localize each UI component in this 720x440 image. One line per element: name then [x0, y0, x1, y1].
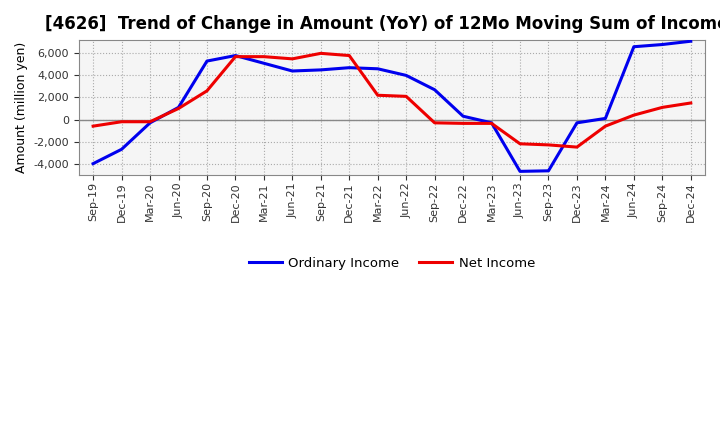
- Net Income: [231, 54, 240, 59]
- Ordinary Income: [288, 68, 297, 73]
- Net Income: [516, 141, 524, 147]
- Net Income: [174, 106, 183, 111]
- Ordinary Income: [544, 168, 553, 173]
- Net Income: [402, 94, 410, 99]
- Net Income: [487, 121, 496, 126]
- Net Income: [658, 105, 667, 110]
- Ordinary Income: [629, 44, 638, 49]
- Net Income: [89, 124, 97, 129]
- Net Income: [431, 120, 439, 125]
- Net Income: [686, 100, 695, 106]
- Line: Net Income: Net Income: [93, 53, 690, 147]
- Ordinary Income: [260, 61, 269, 66]
- Ordinary Income: [686, 39, 695, 44]
- Ordinary Income: [174, 105, 183, 110]
- Net Income: [145, 119, 154, 125]
- Net Income: [629, 113, 638, 118]
- Legend: Ordinary Income, Net Income: Ordinary Income, Net Income: [243, 251, 541, 275]
- Ordinary Income: [431, 87, 439, 92]
- Ordinary Income: [89, 161, 97, 166]
- Line: Ordinary Income: Ordinary Income: [93, 41, 690, 171]
- Net Income: [459, 121, 467, 126]
- Ordinary Income: [658, 42, 667, 47]
- Net Income: [374, 92, 382, 98]
- Net Income: [260, 54, 269, 59]
- Net Income: [601, 124, 610, 129]
- Net Income: [317, 51, 325, 56]
- Ordinary Income: [117, 147, 126, 152]
- Ordinary Income: [402, 73, 410, 78]
- Ordinary Income: [601, 116, 610, 121]
- Net Income: [544, 142, 553, 147]
- Ordinary Income: [202, 59, 211, 64]
- Ordinary Income: [487, 120, 496, 125]
- Net Income: [345, 53, 354, 58]
- Net Income: [288, 56, 297, 62]
- Y-axis label: Amount (million yen): Amount (million yen): [15, 42, 28, 173]
- Ordinary Income: [317, 67, 325, 73]
- Net Income: [202, 88, 211, 93]
- Ordinary Income: [231, 53, 240, 58]
- Ordinary Income: [516, 169, 524, 174]
- Ordinary Income: [145, 120, 154, 125]
- Ordinary Income: [572, 120, 581, 125]
- Ordinary Income: [374, 66, 382, 71]
- Net Income: [117, 119, 126, 125]
- Ordinary Income: [345, 65, 354, 70]
- Ordinary Income: [459, 114, 467, 119]
- Net Income: [572, 144, 581, 150]
- Title: [4626]  Trend of Change in Amount (YoY) of 12Mo Moving Sum of Incomes: [4626] Trend of Change in Amount (YoY) o…: [45, 15, 720, 33]
